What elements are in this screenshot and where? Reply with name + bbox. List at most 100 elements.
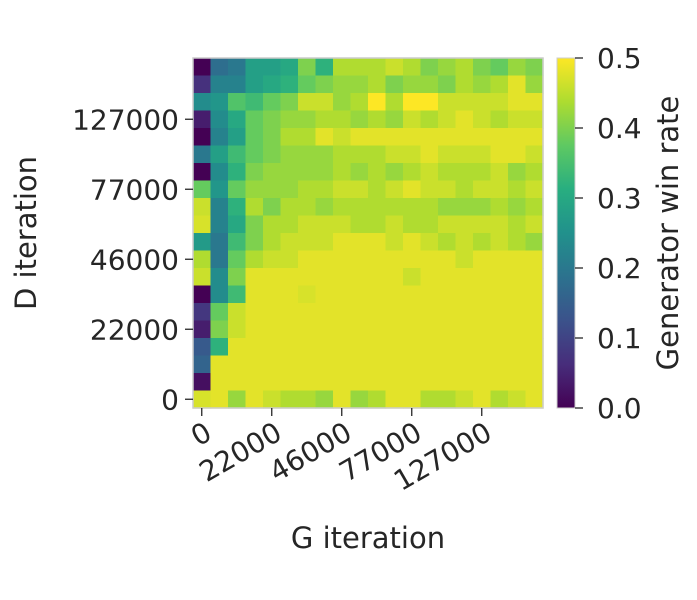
y-axis-ticks: 0 22000 46000 77000 127000 <box>72 103 193 416</box>
heatmap-cell <box>473 93 492 112</box>
heatmap-cell <box>245 250 264 269</box>
heatmap-cell <box>385 215 404 234</box>
heatmap-cell <box>350 128 369 147</box>
heatmap-cell <box>490 285 509 304</box>
heatmap-cell <box>245 110 264 129</box>
heatmap-cell <box>473 303 492 322</box>
heatmap-cell <box>385 163 404 182</box>
heatmap-cell <box>333 163 352 182</box>
heatmap-cell <box>228 285 247 304</box>
heatmap-cell <box>245 145 264 164</box>
heatmap-cell <box>473 338 492 357</box>
heatmap-cell <box>193 285 212 304</box>
heatmap-cell <box>473 373 492 392</box>
heatmap-cell <box>525 233 544 252</box>
heatmap-cell <box>490 373 509 392</box>
heatmap-cell <box>245 58 264 77</box>
heatmap-cell <box>263 250 282 269</box>
heatmap-cell <box>280 250 299 269</box>
heatmap-cell <box>385 75 404 94</box>
x-axis-label: G iteration <box>291 521 445 555</box>
plot-frame <box>192 57 544 409</box>
heatmap-cell <box>298 355 317 374</box>
colorbar-tick-label: 0.0 <box>597 392 642 425</box>
heatmap-cell <box>315 250 334 269</box>
heatmap-cell <box>210 215 229 234</box>
heatmap-cell <box>333 128 352 147</box>
heatmap-cell <box>438 145 457 164</box>
heatmap-cell <box>315 145 334 164</box>
heatmap-cell <box>368 338 387 357</box>
heatmap-cell <box>228 215 247 234</box>
heatmap-cell <box>228 145 247 164</box>
heatmap-cell <box>455 180 474 199</box>
heatmap-cell <box>210 163 229 182</box>
heatmap-cell <box>508 373 527 392</box>
heatmap-cell <box>298 93 317 112</box>
heatmap-cell <box>263 198 282 217</box>
heatmap-cell <box>473 198 492 217</box>
heatmap-cell <box>298 233 317 252</box>
y-axis-label: D iteration <box>9 156 43 310</box>
heatmap-cell <box>333 250 352 269</box>
heatmap-cell <box>385 390 404 409</box>
heatmap-cell <box>298 250 317 269</box>
heatmap-cell <box>228 58 247 77</box>
heatmap-cells <box>193 58 544 409</box>
heatmap-cell <box>228 268 247 287</box>
heatmap-cell <box>315 58 334 77</box>
heatmap-cell <box>263 355 282 374</box>
heatmap-cell <box>385 373 404 392</box>
heatmap-cell <box>245 390 264 409</box>
heatmap-cell <box>438 338 457 357</box>
heatmap-cell <box>368 268 387 287</box>
colorbar-tick-label: 0.1 <box>597 322 642 355</box>
heatmap-cell <box>263 373 282 392</box>
heatmap-cell <box>245 128 264 147</box>
heatmap-cell <box>368 373 387 392</box>
heatmap-cell <box>350 373 369 392</box>
heatmap-cell <box>193 145 212 164</box>
heatmap-cell <box>333 215 352 234</box>
heatmap-cell <box>525 268 544 287</box>
heatmap-cell <box>350 180 369 199</box>
heatmap-cell <box>245 75 264 94</box>
heatmap-cell <box>245 285 264 304</box>
heatmap-cell <box>193 180 212 199</box>
heatmap-cell <box>263 338 282 357</box>
heatmap-cell <box>245 303 264 322</box>
heatmap-cell <box>455 58 474 77</box>
heatmap-cell <box>508 355 527 374</box>
colorbar-ticks: 0.0 0.1 0.2 0.3 0.4 0.5 <box>575 42 642 425</box>
heatmap-cell <box>350 355 369 374</box>
x-tick-label: 0 <box>185 415 217 452</box>
heatmap-cell <box>438 390 457 409</box>
heatmap-cell <box>245 233 264 252</box>
heatmap-cell <box>455 145 474 164</box>
heatmap-cell <box>210 338 229 357</box>
heatmap-cell <box>508 215 527 234</box>
heatmap-cell <box>473 75 492 94</box>
heatmap-cell <box>263 180 282 199</box>
heatmap-cell <box>368 390 387 409</box>
heatmap-cell <box>525 373 544 392</box>
heatmap-cell <box>280 303 299 322</box>
heatmap-cell <box>525 355 544 374</box>
heatmap-cell <box>385 250 404 269</box>
heatmap-cell <box>525 163 544 182</box>
heatmap-cell <box>333 145 352 164</box>
heatmap-cell <box>508 163 527 182</box>
heatmap-cell <box>193 128 212 147</box>
heatmap-cell <box>525 215 544 234</box>
heatmap-cell <box>403 338 422 357</box>
heatmap-cell <box>403 58 422 77</box>
heatmap-cell <box>333 58 352 77</box>
heatmap-cell <box>455 390 474 409</box>
heatmap-cell <box>490 110 509 129</box>
heatmap-cell <box>350 163 369 182</box>
heatmap-cell <box>245 163 264 182</box>
heatmap-cell <box>228 303 247 322</box>
heatmap-cell <box>438 215 457 234</box>
heatmap-cell <box>455 355 474 374</box>
